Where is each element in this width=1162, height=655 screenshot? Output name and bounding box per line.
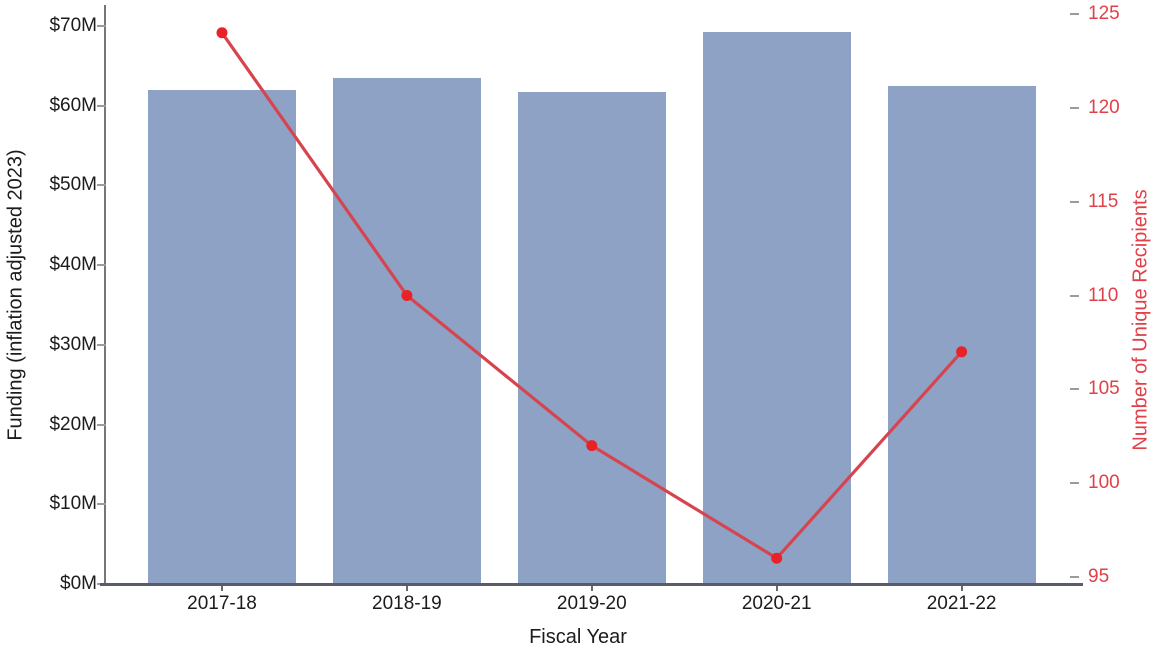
left-axis-tick	[97, 184, 106, 187]
x-axis-tick	[775, 584, 778, 591]
right-axis-tick	[1070, 294, 1079, 297]
x-axis-title: Fiscal Year	[529, 626, 627, 648]
x-axis-tick-label: 2020-21	[741, 593, 812, 614]
left-axis-tick-label: $30M	[49, 333, 97, 355]
right-axis-tick	[1070, 388, 1079, 391]
left-axis-tick	[97, 423, 106, 426]
x-axis-tick	[590, 584, 593, 591]
bar-2021-22	[887, 85, 1036, 584]
bar-2018-19	[332, 77, 481, 584]
right-axis-tick-label: 110	[1088, 284, 1119, 306]
bar-2020-21	[702, 31, 851, 584]
right-axis-tick-label: 95	[1088, 566, 1110, 587]
left-axis-tick-label: $20M	[49, 413, 97, 435]
right-axis-tick-label: 115	[1088, 190, 1119, 212]
left-axis-tick	[97, 343, 106, 346]
data-point-marker-2017-18	[216, 27, 228, 39]
left-axis-tick-label: $70M	[49, 15, 97, 36]
bar-2017-18	[148, 89, 296, 584]
left-axis-tick-label: $60M	[49, 94, 97, 116]
right-axis-tick-label: 120	[1088, 96, 1120, 118]
left-axis-tick-label: $40M	[49, 254, 97, 276]
right-axis-tick-label: 125	[1088, 3, 1120, 24]
x-axis-tick-label: 2021-22	[926, 593, 997, 614]
x-axis-tick	[960, 584, 963, 591]
right-axis-tick	[1070, 482, 1079, 485]
x-axis-tick-label: 2019-20	[556, 593, 627, 614]
right-axis-tick	[1070, 13, 1079, 15]
left-axis-tick	[97, 104, 106, 107]
left-axis-line	[104, 5, 106, 585]
bar-2019-20	[517, 92, 666, 584]
right-axis-title: Number of Unique Recipients	[1129, 189, 1152, 451]
right-axis-tick-label: 100	[1088, 472, 1120, 494]
x-axis-tick-label: 2017-18	[187, 593, 257, 614]
left-axis-title: Funding (inflation adjusted 2023)	[4, 149, 27, 441]
left-axis-tick-label: $50M	[49, 174, 97, 196]
right-axis-tick	[1070, 576, 1079, 578]
x-axis-line	[100, 583, 1083, 586]
right-axis-tick-label: 105	[1088, 378, 1120, 400]
x-axis-tick-label: 2018-19	[372, 593, 442, 614]
left-axis-tick-label: $0M	[60, 573, 97, 594]
right-axis-tick	[1070, 200, 1079, 203]
left-axis-tick	[97, 503, 106, 506]
right-axis-tick	[1070, 106, 1079, 109]
left-axis-tick-label: $10M	[49, 493, 97, 515]
left-axis-tick	[97, 25, 106, 27]
x-axis-tick	[405, 584, 408, 591]
x-axis-tick	[221, 584, 223, 591]
left-axis-tick	[97, 264, 106, 267]
